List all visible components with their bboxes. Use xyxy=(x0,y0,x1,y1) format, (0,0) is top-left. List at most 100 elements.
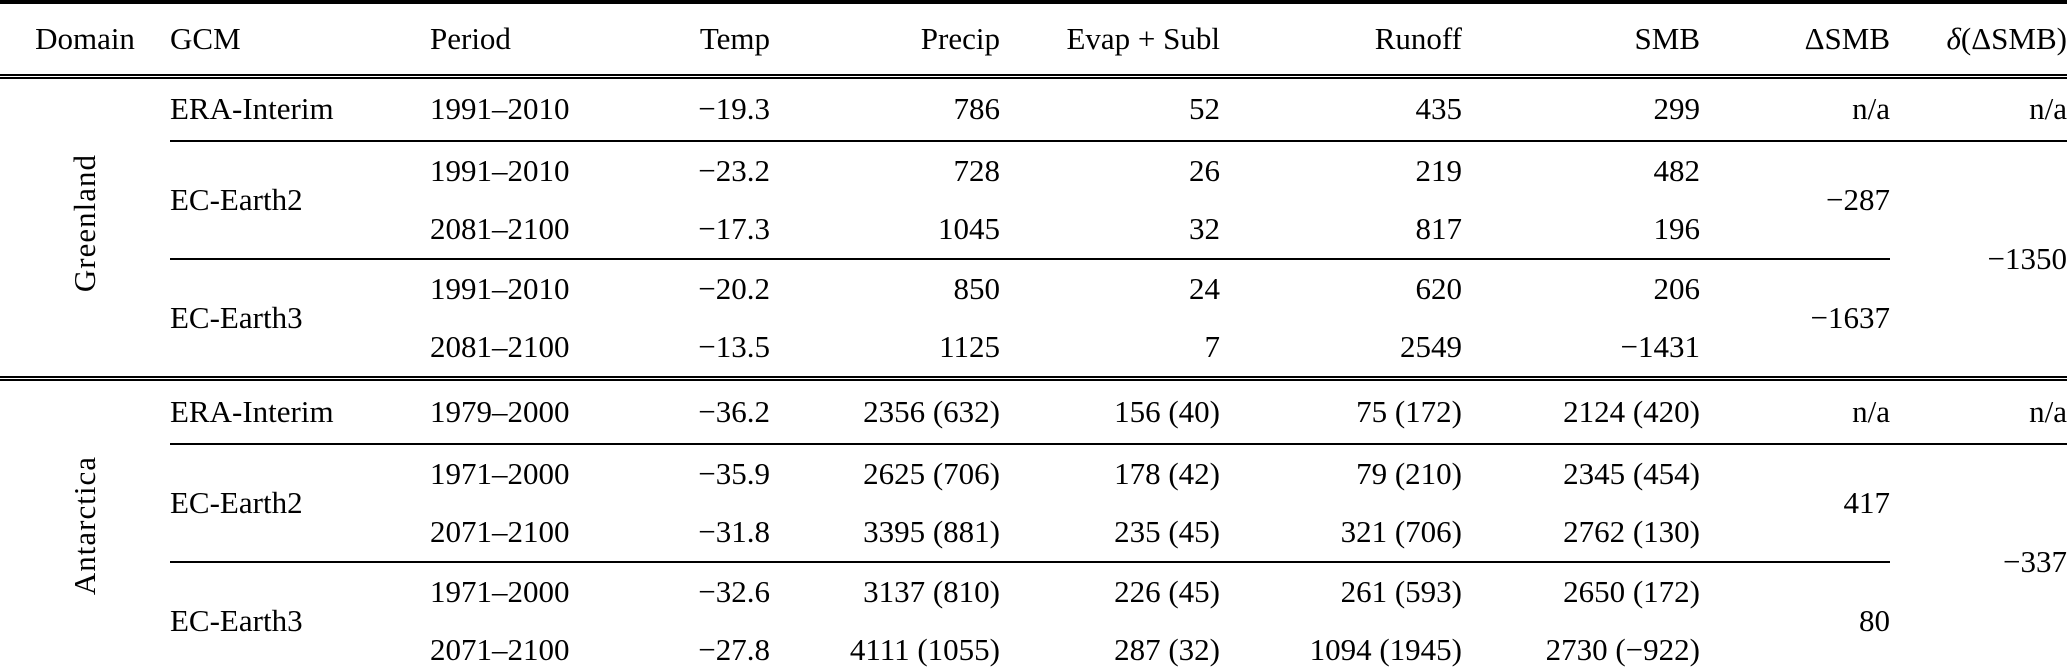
evap-line: 32 xyxy=(1189,210,1220,246)
table-row-greenland-ecearth3: EC-Earth3 1991–2010 2081–2100 −20.2 −13.… xyxy=(0,258,2067,381)
evap-line: 178 (42) xyxy=(1114,456,1220,491)
temp-line: −17.3 xyxy=(698,210,770,246)
table-row-antarctica-ecearth2: EC-Earth2 1971–2000 2071–2100 −35.9 −31.… xyxy=(0,444,2067,669)
header-domain: Domain xyxy=(0,0,170,79)
evap-cell: 52 xyxy=(1000,76,1220,142)
header-precip: Precip xyxy=(770,0,1000,79)
header-runoff: Runoff xyxy=(1220,0,1462,79)
period-line: 2081–2100 xyxy=(430,210,570,246)
delta-smb-cell: 80 xyxy=(1700,562,1890,669)
precip-line: 4111 (1055) xyxy=(849,632,1000,667)
table-row-greenland-ecearth2: EC-Earth2 1991–2010 2081–2100 −23.2 −17.… xyxy=(0,140,2067,381)
runoff-cell: 620 2549 xyxy=(1220,258,1463,381)
smb-cell: 299 xyxy=(1462,76,1700,142)
evap-line: 287 (32) xyxy=(1114,632,1220,667)
temp-line: −31.8 xyxy=(698,514,770,549)
period-line: 2081–2100 xyxy=(430,328,570,364)
header-delta-delta-smb: δ(ΔSMB) xyxy=(1890,0,2067,79)
runoff-cell: 261 (593) 1094 (1945) xyxy=(1220,562,1462,669)
smb-cell: 206 −1431 xyxy=(1462,258,1700,381)
period-line: 1971–2000 xyxy=(430,574,570,609)
header-period: Period xyxy=(430,0,625,79)
table-row-antarctica-ecearth3: EC-Earth3 1971–2000 2071–2100 −32.6 −27.… xyxy=(0,562,2067,669)
runoff-line: 1094 (1945) xyxy=(1309,632,1462,667)
domain-label-antarctica: Antarctica xyxy=(67,456,102,596)
temp-line: −13.5 xyxy=(698,328,770,364)
evap-line: 24 xyxy=(1189,270,1220,306)
temp-cell: −23.2 −17.3 xyxy=(625,140,770,260)
temp-line: −32.6 xyxy=(698,574,770,609)
runoff-line: 817 xyxy=(1415,210,1463,246)
delta-delta-smb-shared-cell: −337 xyxy=(1890,444,2067,669)
smb-line: 482 xyxy=(1653,152,1701,188)
smb-cell: 2124 (420) xyxy=(1462,378,1700,445)
delta-smb-cell: n/a xyxy=(1700,76,1890,142)
gcm-cell: EC-Earth3 xyxy=(170,562,430,669)
precip-line: 3137 (810) xyxy=(863,574,1000,609)
period-line: 1991–2010 xyxy=(430,152,570,188)
evap-line: 235 (45) xyxy=(1114,514,1220,549)
delta-delta-smb-shared-cell: −1350 xyxy=(1890,140,2067,381)
period-cell: 1979–2000 xyxy=(430,378,625,445)
header-evap-subl: Evap + Subl xyxy=(1000,0,1220,79)
smb-line: 196 xyxy=(1653,210,1701,246)
period-line: 1991–2010 xyxy=(430,270,570,306)
smb-line: 2345 (454) xyxy=(1563,456,1700,491)
header-delta-smb: ΔSMB xyxy=(1700,0,1890,79)
smb-cell: 2650 (172) 2730 (−922) xyxy=(1462,562,1700,669)
table-row-greenland-era: Greenland ERA-Interim 1991–2010 −19.3 78… xyxy=(0,76,2067,381)
precip-cell: 3137 (810) 4111 (1055) xyxy=(770,562,1000,669)
evap-cell: 24 7 xyxy=(1000,258,1220,381)
table-row-antarctica-era: Antarctica ERA-Interim 1979–2000 −36.2 2… xyxy=(0,378,2067,669)
period-line: 2071–2100 xyxy=(430,632,570,667)
runoff-line: 261 (593) xyxy=(1340,574,1462,609)
precip-cell: 728 1045 xyxy=(770,140,1000,260)
period-line: 1971–2000 xyxy=(430,456,570,491)
runoff-cell: 435 xyxy=(1220,76,1462,142)
evap-cell: 156 (40) xyxy=(1000,378,1220,445)
smb-cell: 2345 (454) 2762 (130) xyxy=(1462,444,1700,563)
temp-cell: −32.6 −27.8 xyxy=(625,562,770,669)
precip-line: 850 xyxy=(953,270,1001,306)
temp-cell: −19.3 xyxy=(625,76,770,142)
delta-smb-cell: −1637 xyxy=(1700,258,1890,381)
evap-line: 226 (45) xyxy=(1114,574,1220,609)
smb-line: 2730 (−922) xyxy=(1545,632,1700,667)
delta-smb-cell: n/a xyxy=(1700,378,1890,445)
temp-cell: −36.2 xyxy=(625,378,770,445)
domain-cell-greenland: Greenland xyxy=(0,76,170,381)
runoff-line: 620 xyxy=(1415,270,1463,306)
smb-cell: 482 196 xyxy=(1462,140,1701,260)
runoff-line: 321 (706) xyxy=(1340,514,1462,549)
smb-line: 2650 (172) xyxy=(1563,574,1700,609)
runoff-cell: 219 817 xyxy=(1220,140,1463,260)
runoff-cell: 75 (172) xyxy=(1220,378,1462,445)
precip-line: 2625 (706) xyxy=(863,456,1000,491)
delta-smb-cell: −287 xyxy=(1700,140,1890,260)
precip-cell: 2625 (706) 3395 (881) xyxy=(770,444,1000,563)
delta-smb-paren: (ΔSMB) xyxy=(1960,21,2067,56)
precip-cell: 786 xyxy=(770,76,1000,142)
delta-delta-smb-cell: n/a xyxy=(1890,378,2067,445)
precip-line: 3395 (881) xyxy=(863,514,1000,549)
domain-label-greenland: Greenland xyxy=(67,154,102,293)
delta-delta-smb-cell: n/a xyxy=(1890,76,2067,142)
precip-line: 1045 xyxy=(938,210,1000,246)
smb-line: −1431 xyxy=(1620,328,1700,364)
gcm-cell: EC-Earth2 xyxy=(170,140,430,260)
precip-cell: 2356 (632) xyxy=(770,378,1000,445)
period-cell: 1991–2010 xyxy=(430,76,625,142)
evap-line: 26 xyxy=(1189,152,1220,188)
temp-cell: −35.9 −31.8 xyxy=(625,444,770,563)
temp-line: −23.2 xyxy=(698,152,770,188)
header-temp: Temp xyxy=(625,0,770,79)
runoff-line: 2549 xyxy=(1400,328,1462,364)
evap-cell: 226 (45) 287 (32) xyxy=(1000,562,1220,669)
period-cell: 1971–2000 2071–2100 xyxy=(430,444,625,563)
domain-cell-antarctica: Antarctica xyxy=(0,378,170,669)
header-row: Domain GCM Period Temp Precip Evap + Sub… xyxy=(0,0,2067,79)
runoff-cell: 79 (210) 321 (706) xyxy=(1220,444,1462,563)
gcm-cell: ERA-Interim xyxy=(170,378,430,445)
